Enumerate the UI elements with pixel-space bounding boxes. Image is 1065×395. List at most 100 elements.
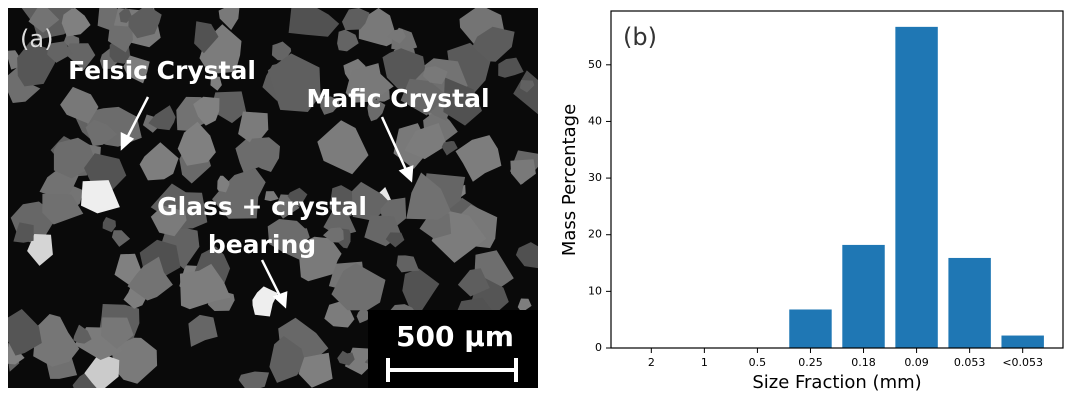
grain <box>337 29 359 52</box>
y-tick-label: 50 <box>588 58 602 71</box>
grain <box>107 25 133 53</box>
grain <box>331 263 386 311</box>
grain <box>188 314 218 347</box>
x-axis-label: Size Fraction (mm) <box>752 372 921 391</box>
grain <box>367 99 386 122</box>
grain <box>101 317 134 349</box>
arrow-head <box>398 165 414 183</box>
grain <box>400 78 448 116</box>
bar <box>948 257 991 348</box>
arrow-head <box>120 131 135 151</box>
bar <box>842 244 885 348</box>
y-tick-label: 0 <box>595 341 602 354</box>
grain <box>443 77 482 126</box>
grain <box>210 91 247 124</box>
x-tick-label: 2 <box>648 356 655 369</box>
x-tick-label: 0.09 <box>904 356 929 369</box>
grain <box>60 86 99 124</box>
grain <box>264 191 279 202</box>
arrow <box>260 259 283 299</box>
grain <box>194 21 219 54</box>
grain <box>515 242 538 269</box>
x-tick-label: 0.18 <box>851 356 876 369</box>
grain <box>65 43 96 71</box>
grain <box>61 8 91 37</box>
grain <box>287 187 308 207</box>
bar <box>1001 335 1044 348</box>
y-axis-label: Mass Percentage <box>559 104 580 256</box>
grain <box>81 180 120 214</box>
grain <box>269 336 306 383</box>
arrow <box>380 116 409 173</box>
grain <box>329 185 358 218</box>
grain <box>159 224 200 269</box>
grain <box>111 230 131 247</box>
grain <box>47 41 73 63</box>
annotation: Felsic Crystal <box>68 56 256 85</box>
grain <box>317 120 369 175</box>
grain <box>150 183 208 229</box>
grain <box>27 234 53 266</box>
grain <box>345 63 394 103</box>
y-tick-label: 40 <box>588 114 602 127</box>
grain <box>177 121 216 166</box>
grain <box>406 172 451 220</box>
grain <box>288 8 340 37</box>
grain <box>441 141 458 156</box>
grain <box>385 232 405 248</box>
x-tick-label: <0.053 <box>1002 356 1043 369</box>
grain <box>510 159 536 185</box>
grain <box>111 337 158 384</box>
grain <box>387 28 406 44</box>
grain <box>298 236 342 282</box>
grain <box>455 135 502 182</box>
x-tick-label: 0.053 <box>954 356 986 369</box>
grain <box>193 96 220 126</box>
grain <box>342 8 370 31</box>
grain <box>17 41 57 87</box>
grain <box>212 168 266 219</box>
x-tick-label: 0.25 <box>798 356 823 369</box>
y-tick-label: 30 <box>588 171 602 184</box>
grain <box>102 217 116 233</box>
grain <box>85 119 118 147</box>
grains <box>8 8 538 388</box>
x-tick-label: 0.5 <box>749 356 767 369</box>
grain <box>150 205 187 237</box>
y-tick-label: 20 <box>588 228 602 241</box>
grain <box>123 55 150 84</box>
grain <box>179 263 231 310</box>
scale-bar-box <box>368 310 538 388</box>
grain <box>517 298 532 313</box>
grain <box>238 371 270 388</box>
grain <box>267 53 321 112</box>
grain <box>419 213 452 239</box>
grain <box>422 66 448 85</box>
x-tick-label: 1 <box>701 356 708 369</box>
grain <box>252 286 279 317</box>
grain <box>337 350 355 366</box>
grain <box>319 96 340 115</box>
panel-label: (b) <box>623 23 657 51</box>
scale-bar <box>386 358 518 382</box>
grain <box>33 314 80 367</box>
arrow-head <box>272 291 288 309</box>
grain <box>8 309 42 356</box>
grain <box>42 193 84 225</box>
grain <box>28 8 60 33</box>
grain <box>298 352 333 388</box>
scale-bar-label: 500 μm <box>396 320 514 353</box>
grain <box>148 105 176 131</box>
bar <box>789 309 832 348</box>
panel-label: (a) <box>20 25 53 53</box>
grain <box>218 8 240 30</box>
y-tick-label: 10 <box>588 284 602 297</box>
grain <box>457 268 490 297</box>
grain <box>271 41 292 61</box>
annotation: Mafic Crystal <box>306 84 489 113</box>
arrow <box>124 96 150 141</box>
grain <box>13 222 34 243</box>
grain <box>472 26 515 62</box>
grain <box>498 57 524 78</box>
grain <box>238 111 269 147</box>
